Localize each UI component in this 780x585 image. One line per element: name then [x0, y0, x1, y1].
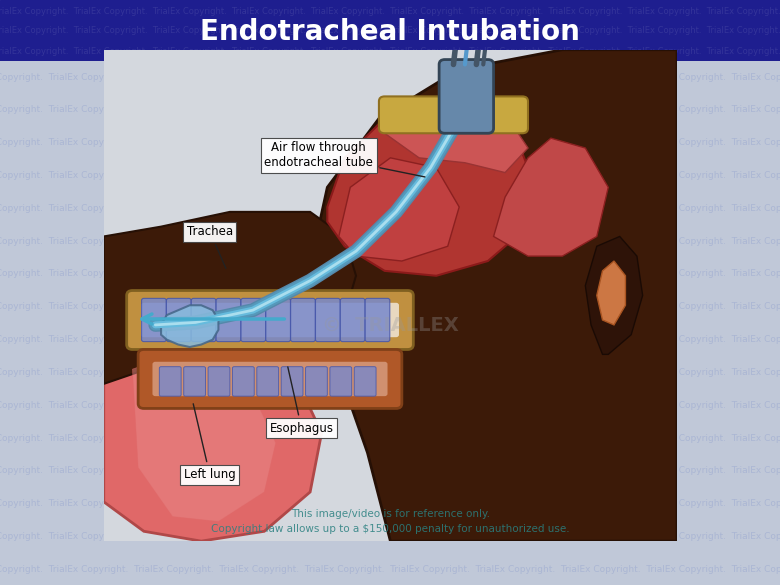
FancyBboxPatch shape	[126, 291, 413, 349]
Polygon shape	[104, 212, 356, 384]
FancyBboxPatch shape	[281, 367, 303, 396]
Text: Esophagus: Esophagus	[270, 367, 334, 435]
FancyBboxPatch shape	[191, 298, 216, 342]
FancyBboxPatch shape	[232, 367, 254, 396]
Text: Endotracheal Intubation: Endotracheal Intubation	[200, 18, 580, 46]
Text: Trachea: Trachea	[186, 225, 233, 269]
Polygon shape	[597, 261, 626, 325]
Text: TrialEx Copyright.  TrialEx Copyright.  TrialEx Copyright.  TrialEx Copyright.  : TrialEx Copyright. TrialEx Copyright. Tr…	[0, 368, 780, 377]
Text: TrialEx Copyright.  TrialEx Copyright.  TrialEx Copyright.  TrialEx Copyright.  : TrialEx Copyright. TrialEx Copyright. Tr…	[0, 73, 780, 82]
FancyBboxPatch shape	[141, 303, 399, 337]
FancyBboxPatch shape	[315, 298, 340, 342]
Text: TrialEx Copyright.  TrialEx Copyright.  TrialEx Copyright.  TrialEx Copyright.  : TrialEx Copyright. TrialEx Copyright. Tr…	[0, 433, 780, 442]
Polygon shape	[494, 138, 608, 256]
Text: Copyright law allows up to a $150,000 penalty for unauthorized use.: Copyright law allows up to a $150,000 pe…	[211, 524, 569, 534]
Text: This image/video is for reference only.: This image/video is for reference only.	[291, 509, 490, 519]
FancyBboxPatch shape	[365, 298, 390, 342]
FancyBboxPatch shape	[208, 367, 230, 396]
FancyBboxPatch shape	[379, 97, 528, 133]
Polygon shape	[328, 99, 534, 276]
Text: TrialEx Copyright.  TrialEx Copyright.  TrialEx Copyright.  TrialEx Copyright.  : TrialEx Copyright. TrialEx Copyright. Tr…	[0, 270, 780, 278]
Text: TrialEx Copyright.  TrialEx Copyright.  TrialEx Copyright.  TrialEx Copyright.  : TrialEx Copyright. TrialEx Copyright. Tr…	[0, 401, 780, 409]
Text: TrialEx Copyright.  TrialEx Copyright.  TrialEx Copyright.  TrialEx Copyright.  : TrialEx Copyright. TrialEx Copyright. Tr…	[0, 204, 780, 213]
FancyBboxPatch shape	[152, 362, 388, 396]
FancyBboxPatch shape	[340, 298, 365, 342]
Polygon shape	[133, 359, 276, 521]
Text: TrialEx Copyright.  TrialEx Copyright.  TrialEx Copyright.  TrialEx Copyright.  : TrialEx Copyright. TrialEx Copyright. Tr…	[0, 335, 780, 344]
FancyBboxPatch shape	[216, 298, 241, 342]
FancyBboxPatch shape	[138, 349, 402, 408]
Text: ©  TRIALLEX: © TRIALLEX	[322, 315, 459, 335]
FancyBboxPatch shape	[330, 367, 352, 396]
FancyBboxPatch shape	[166, 298, 191, 342]
Text: TrialEx Copyright.  TrialEx Copyright.  TrialEx Copyright.  TrialEx Copyright.  : TrialEx Copyright. TrialEx Copyright. Tr…	[0, 565, 780, 574]
Polygon shape	[310, 50, 677, 541]
FancyBboxPatch shape	[142, 298, 166, 342]
FancyBboxPatch shape	[159, 367, 181, 396]
Text: TrialEx Copyright.  TrialEx Copyright.  TrialEx Copyright.  TrialEx Copyright.  : TrialEx Copyright. TrialEx Copyright. Tr…	[0, 532, 780, 541]
Polygon shape	[585, 236, 643, 355]
Text: TrialEx Copyright.  TrialEx Copyright.  TrialEx Copyright.  TrialEx Copyright.  : TrialEx Copyright. TrialEx Copyright. Tr…	[0, 138, 780, 147]
Polygon shape	[161, 305, 218, 347]
Text: TrialEx Copyright.  TrialEx Copyright.  TrialEx Copyright.  TrialEx Copyright.  : TrialEx Copyright. TrialEx Copyright. Tr…	[0, 105, 780, 115]
FancyBboxPatch shape	[184, 367, 205, 396]
Text: TrialEx Copyright.  TrialEx Copyright.  TrialEx Copyright.  TrialEx Copyright.  : TrialEx Copyright. TrialEx Copyright. Tr…	[0, 47, 780, 56]
Text: Air flow through
endotracheal tube: Air flow through endotracheal tube	[264, 142, 425, 177]
FancyBboxPatch shape	[266, 298, 290, 342]
Text: TrialEx Copyright.  TrialEx Copyright.  TrialEx Copyright.  TrialEx Copyright.  : TrialEx Copyright. TrialEx Copyright. Tr…	[0, 237, 780, 246]
Text: TrialEx Copyright.  TrialEx Copyright.  TrialEx Copyright.  TrialEx Copyright.  : TrialEx Copyright. TrialEx Copyright. Tr…	[0, 466, 780, 476]
Polygon shape	[339, 158, 459, 261]
FancyBboxPatch shape	[291, 298, 315, 342]
Text: TrialEx Copyright.  TrialEx Copyright.  TrialEx Copyright.  TrialEx Copyright.  : TrialEx Copyright. TrialEx Copyright. Tr…	[0, 26, 780, 35]
Polygon shape	[385, 99, 528, 173]
FancyBboxPatch shape	[354, 367, 376, 396]
Text: TrialEx Copyright.  TrialEx Copyright.  TrialEx Copyright.  TrialEx Copyright.  : TrialEx Copyright. TrialEx Copyright. Tr…	[0, 6, 780, 16]
FancyBboxPatch shape	[306, 367, 328, 396]
Text: TrialEx Copyright.  TrialEx Copyright.  TrialEx Copyright.  TrialEx Copyright.  : TrialEx Copyright. TrialEx Copyright. Tr…	[0, 302, 780, 311]
FancyBboxPatch shape	[439, 60, 494, 133]
Text: TrialEx Copyright.  TrialEx Copyright.  TrialEx Copyright.  TrialEx Copyright.  : TrialEx Copyright. TrialEx Copyright. Tr…	[0, 499, 780, 508]
FancyBboxPatch shape	[241, 298, 266, 342]
Text: Left lung: Left lung	[184, 404, 236, 481]
Polygon shape	[104, 340, 321, 541]
FancyBboxPatch shape	[257, 367, 278, 396]
Text: TrialEx Copyright.  TrialEx Copyright.  TrialEx Copyright.  TrialEx Copyright.  : TrialEx Copyright. TrialEx Copyright. Tr…	[0, 171, 780, 180]
